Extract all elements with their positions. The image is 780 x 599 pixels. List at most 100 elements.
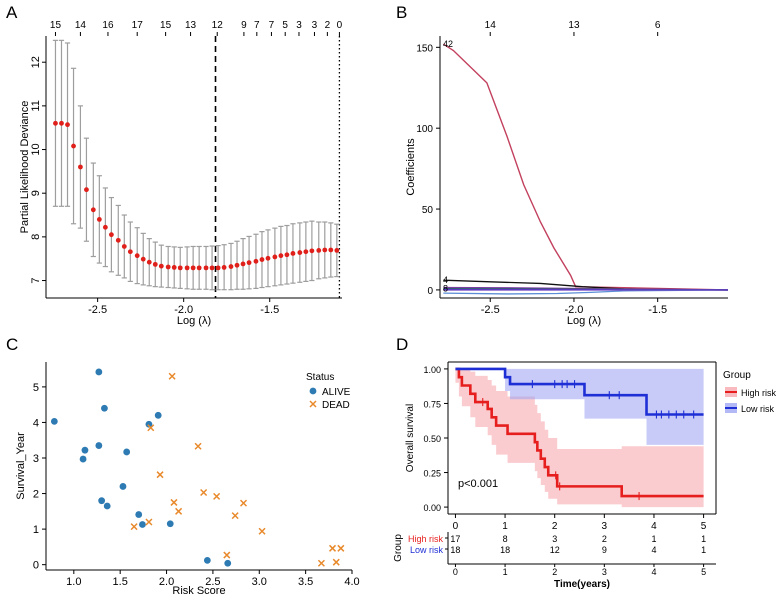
b-top-tick-label: 6 — [655, 20, 661, 31]
d-table-count: 18 — [500, 545, 510, 555]
d-table-count: 12 — [550, 545, 560, 555]
a-point — [234, 262, 240, 268]
a-point — [203, 265, 209, 271]
c-point-dead — [328, 544, 337, 552]
c-y-tick-label: 3 — [33, 453, 39, 465]
a-point — [196, 265, 202, 271]
a-top-tick-label: 3 — [296, 20, 302, 31]
d-table-x-tick-label: 3 — [602, 567, 607, 577]
b-y-tick-label: 100 — [416, 124, 433, 135]
a-point — [190, 265, 196, 271]
a-point — [297, 250, 303, 255]
c-point-alive — [145, 420, 153, 428]
c-point-alive — [98, 497, 106, 505]
a-point — [115, 237, 121, 243]
d-table-row-label: High risk — [408, 534, 444, 544]
c-y-tick-label: 4 — [33, 417, 39, 429]
c-point-dead — [168, 372, 176, 380]
c-point-dead — [194, 442, 202, 450]
a-point — [102, 224, 108, 230]
b-y-label: Coefficients — [405, 138, 417, 196]
d-x-tick-label: 5 — [701, 521, 707, 532]
panel-label-c: C — [6, 335, 18, 354]
c-point-dead — [213, 492, 221, 500]
a-point — [334, 248, 340, 253]
a-top-tick-label: 12 — [212, 20, 224, 31]
d-table-x-tick-label: 0 — [453, 567, 458, 577]
d-table-x-tick-label: 1 — [503, 567, 508, 577]
a-point — [303, 249, 309, 255]
d-ci-band — [455, 368, 704, 445]
a-point — [134, 253, 140, 259]
b-y-tick-label: 0 — [427, 286, 433, 297]
a-top-tick-label: 15 — [160, 20, 172, 31]
c-point-alive — [139, 521, 146, 528]
a-top-tick-label: 0 — [337, 20, 343, 31]
c-point-dead — [258, 527, 266, 535]
d-table-row-label: Low risk — [410, 545, 444, 555]
d-x-tick-label: 4 — [651, 521, 657, 532]
c-point-dead — [332, 558, 340, 566]
d-table-count: 4 — [651, 545, 656, 555]
c-point-dead — [239, 499, 248, 507]
a-top-tick-label: 13 — [185, 20, 197, 31]
d-y-tick-label: 0.25 — [423, 469, 441, 479]
d-table-count: 8 — [503, 534, 508, 544]
b-series-line — [442, 43, 729, 291]
d-table-x-tick-label: 5 — [701, 567, 706, 577]
b-series-line — [443, 289, 729, 295]
a-y-label: Partial Likelihood Deviance — [19, 101, 31, 234]
d-table-count: 2 — [602, 534, 607, 544]
c-point-alive — [103, 502, 111, 510]
a-top-tick-label: 2 — [325, 20, 331, 31]
c-y-tick-label: 0 — [33, 560, 39, 572]
panel-c: C 1.0 1.5 2.0 2.5 3.0 3.5 4.0 0 1 2 3 4 5 Risk Score S… — [6, 335, 360, 597]
c-point-alive — [203, 557, 211, 564]
d-y-tick-label: 0.50 — [423, 434, 441, 444]
b-end-label: 8 — [443, 283, 448, 293]
d-x-tick-label: 2 — [552, 521, 558, 532]
a-point — [84, 187, 89, 193]
b-x-tick-label: -2.0 — [564, 304, 583, 316]
a-point — [158, 263, 164, 269]
a-point — [290, 251, 296, 256]
c-y-tick-label: 1 — [33, 524, 39, 536]
c-point-dead — [175, 507, 183, 515]
d-survival-line — [455, 367, 704, 416]
a-point — [221, 265, 227, 270]
c-x-tick-label: 1.0 — [66, 576, 81, 588]
c-point-dead — [170, 498, 178, 506]
a-x-tick-label: -2.5 — [88, 304, 107, 316]
c-point-alive — [123, 448, 131, 456]
b-end-label: 4 — [443, 275, 448, 285]
c-y-label: Survival_Year — [15, 432, 27, 500]
c-legend-key-alive — [309, 387, 317, 395]
a-point — [215, 265, 221, 271]
d-ci-band — [455, 368, 704, 508]
d-table-x-tick-label: 4 — [651, 567, 656, 577]
a-top-tick-label: 16 — [102, 20, 114, 31]
d-p-value: p<0.001 — [458, 478, 498, 490]
c-point-alive — [79, 455, 87, 463]
d-table-x-tick-label: 2 — [552, 567, 557, 577]
c-legend-title: Status — [306, 372, 334, 383]
a-x-label: Log (λ) — [177, 315, 211, 327]
c-point-alive — [101, 404, 108, 412]
c-x-tick-label: 3.0 — [252, 576, 267, 588]
d-table-count: 3 — [552, 534, 557, 544]
a-point — [53, 120, 58, 126]
c-point-alive — [154, 411, 162, 419]
a-point — [209, 265, 215, 271]
c-point-alive — [135, 511, 143, 518]
b-x-tick-label: -2.5 — [481, 304, 500, 316]
a-point — [152, 261, 158, 267]
a-point — [96, 217, 102, 222]
c-x-label: Risk Score — [172, 585, 225, 597]
a-point — [246, 260, 252, 266]
c-x-tick-label: 2.0 — [159, 576, 174, 588]
panel-label-d: D — [396, 335, 408, 354]
c-point-alive — [50, 417, 58, 425]
b-y-tick-label: 150 — [416, 43, 433, 54]
